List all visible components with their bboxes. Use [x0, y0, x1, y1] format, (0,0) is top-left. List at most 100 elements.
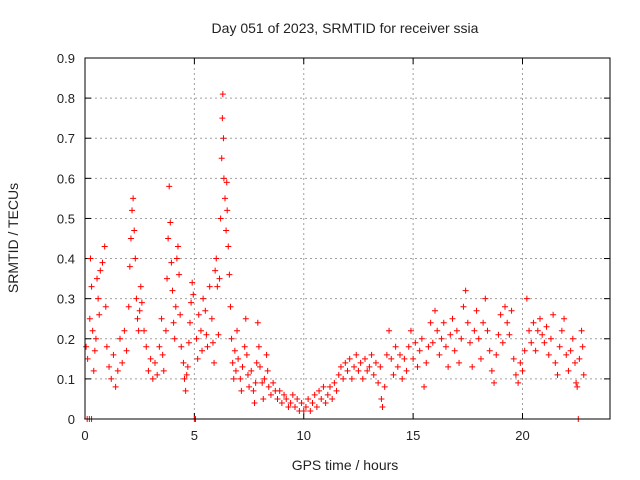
data-point	[521, 347, 528, 354]
data-point	[289, 391, 296, 398]
data-point	[335, 371, 342, 378]
data-point	[200, 295, 207, 302]
data-point	[260, 395, 267, 402]
data-point	[219, 91, 226, 98]
data-point	[252, 379, 259, 386]
data-point	[425, 343, 432, 350]
data-point	[379, 403, 386, 410]
data-point	[220, 135, 227, 142]
data-point	[165, 235, 172, 242]
x-tick-label: 0	[81, 428, 88, 443]
data-point	[184, 363, 191, 370]
data-point	[519, 367, 526, 374]
data-point	[528, 339, 535, 346]
data-point	[423, 359, 430, 366]
x-tick-label: 5	[191, 428, 198, 443]
data-points	[83, 91, 587, 422]
data-point	[460, 303, 467, 310]
data-point	[211, 359, 218, 366]
y-tick-label: 0.7	[57, 131, 75, 146]
data-point	[170, 319, 177, 326]
y-tick-label: 0.5	[57, 211, 75, 226]
data-point	[565, 367, 572, 374]
data-point	[265, 383, 272, 390]
data-point	[545, 351, 552, 358]
data-point	[134, 315, 141, 322]
data-point	[133, 295, 140, 302]
data-point	[364, 367, 371, 374]
y-tick-label: 0.6	[57, 171, 75, 186]
data-point	[204, 343, 211, 350]
data-point	[547, 335, 554, 342]
data-point	[429, 339, 436, 346]
data-point	[368, 351, 375, 358]
plot-frame	[84, 57, 611, 420]
data-point	[386, 327, 393, 334]
data-point	[226, 271, 233, 278]
data-point	[556, 343, 563, 350]
data-point	[469, 363, 476, 370]
data-point	[99, 259, 106, 266]
data-point	[464, 319, 471, 326]
data-point	[154, 371, 161, 378]
data-point	[125, 303, 132, 310]
data-point	[194, 355, 201, 362]
y-tick-label: 0.3	[57, 292, 75, 307]
data-point	[149, 375, 156, 382]
data-point	[209, 339, 216, 346]
data-point	[434, 327, 441, 334]
data-point	[217, 215, 224, 222]
data-point	[84, 355, 91, 362]
data-point	[241, 343, 248, 350]
data-point	[187, 319, 193, 326]
data-point	[537, 315, 543, 322]
data-point	[238, 387, 245, 394]
data-point	[561, 315, 568, 322]
data-point	[132, 255, 139, 262]
data-point	[407, 327, 414, 334]
data-point	[242, 315, 249, 322]
data-point	[412, 339, 419, 346]
data-point	[199, 347, 206, 354]
data-point	[173, 255, 180, 262]
data-point	[340, 375, 347, 382]
data-point	[392, 343, 399, 350]
data-point	[229, 359, 236, 366]
data-point	[197, 327, 204, 334]
data-point	[218, 155, 225, 162]
data-point	[136, 307, 143, 314]
data-point	[394, 363, 401, 370]
data-point	[541, 339, 548, 346]
data-point	[158, 315, 165, 322]
data-point	[442, 343, 449, 350]
data-point	[453, 327, 460, 334]
data-point	[344, 367, 351, 374]
data-point	[94, 275, 101, 282]
data-point	[281, 391, 288, 398]
data-point	[88, 283, 95, 290]
data-point	[253, 359, 260, 366]
data-point	[270, 379, 277, 386]
data-point	[145, 367, 152, 374]
data-point	[181, 375, 188, 382]
data-point	[534, 327, 541, 334]
data-point	[372, 359, 379, 366]
data-point	[517, 359, 524, 366]
data-point	[203, 331, 210, 338]
data-point	[135, 327, 142, 334]
data-point	[121, 327, 128, 334]
data-point	[89, 327, 96, 334]
data-point	[488, 367, 495, 374]
data-point	[123, 347, 130, 354]
data-point	[106, 363, 113, 370]
data-point	[499, 339, 506, 346]
data-point	[451, 347, 458, 354]
data-point	[421, 383, 428, 390]
data-point	[401, 355, 408, 362]
data-point	[227, 303, 234, 310]
data-point	[576, 355, 583, 362]
data-point	[327, 383, 333, 390]
data-point	[222, 195, 228, 202]
x-tick-labels: 0 5 10 15 20	[81, 428, 529, 443]
